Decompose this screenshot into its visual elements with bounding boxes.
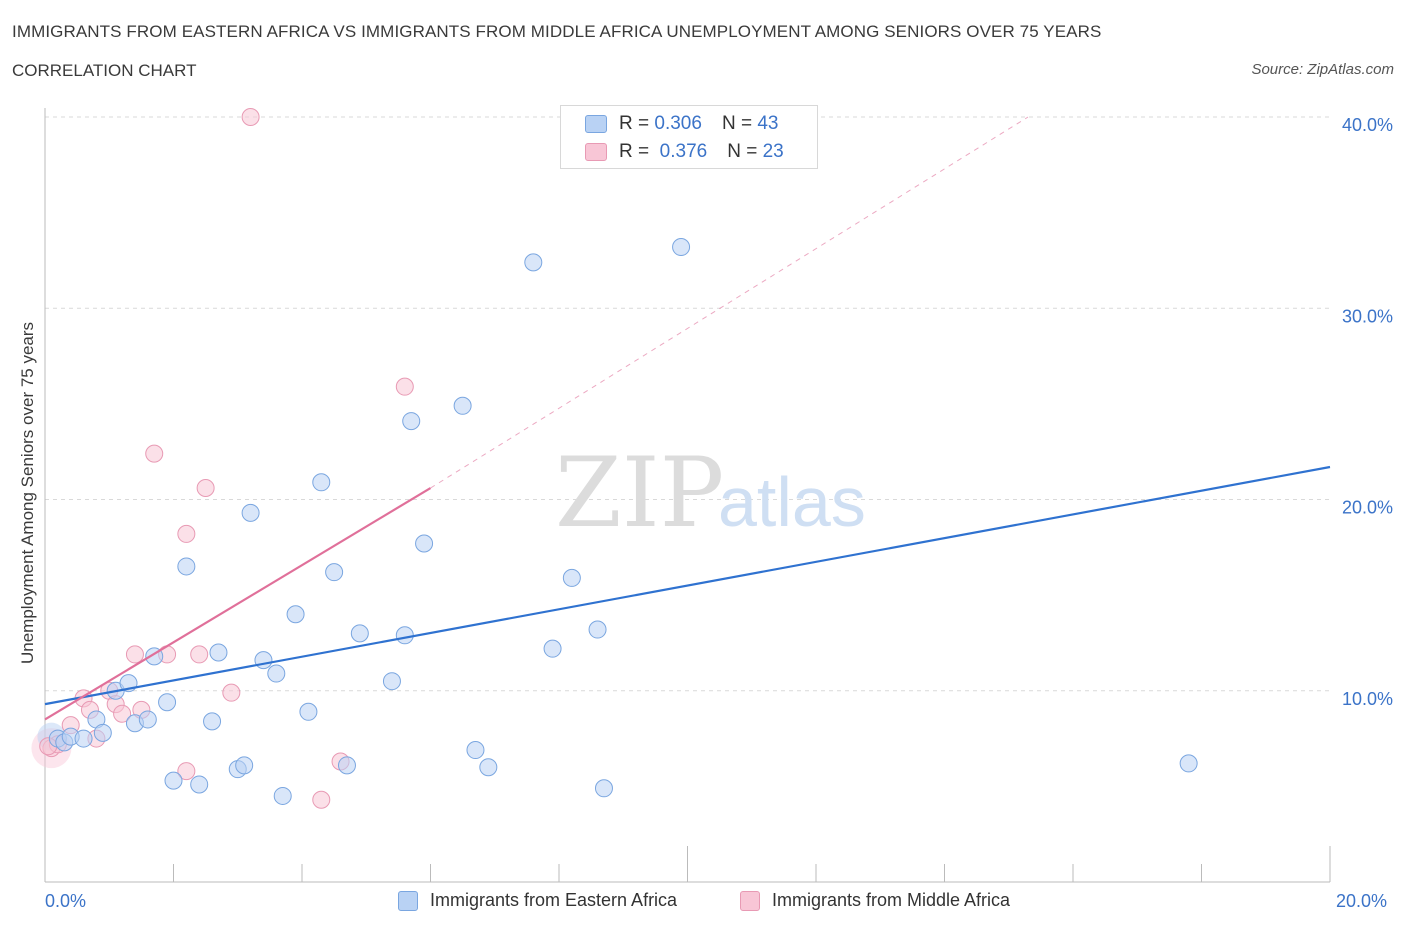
point-eastern-africa xyxy=(190,775,209,794)
point-eastern-africa xyxy=(562,568,581,587)
watermark-atlas: atlas xyxy=(718,463,866,541)
legend-r-value: 0.376 xyxy=(659,141,708,162)
point-eastern-africa xyxy=(415,534,434,553)
x-tick-label-min: 0.0% xyxy=(45,891,87,911)
point-middle-africa xyxy=(177,524,196,543)
point-eastern-africa xyxy=(479,758,498,777)
legend-n-value: 43 xyxy=(757,113,779,134)
bottom-legend-swatch-eastern-africa xyxy=(398,890,418,911)
y-tick-label: 30.0% xyxy=(1342,306,1393,326)
point-middle-africa xyxy=(312,790,331,809)
point-eastern-africa xyxy=(543,639,562,658)
trend-extension-middle-africa xyxy=(430,116,1029,489)
bottom-legend-label-eastern-africa: Immigrants from Eastern Africa xyxy=(430,890,678,910)
point-eastern-africa xyxy=(350,624,369,643)
point-eastern-africa xyxy=(158,693,177,712)
point-middle-africa xyxy=(196,479,215,498)
point-eastern-africa xyxy=(1179,754,1198,773)
trend-line-eastern-africa xyxy=(44,465,1331,706)
point-middle-africa xyxy=(177,762,196,781)
legend-row-eastern-africa: R = 0.306 N = 43 xyxy=(585,113,778,135)
point-eastern-africa xyxy=(138,710,157,729)
point-eastern-africa xyxy=(74,729,93,748)
point-eastern-africa xyxy=(273,786,292,805)
point-eastern-africa xyxy=(164,771,183,790)
point-eastern-africa xyxy=(453,396,472,415)
point-eastern-africa xyxy=(235,756,254,775)
chart-title: IMMIGRANTS FROM EASTERN AFRICA VS IMMIGR… xyxy=(12,22,1102,41)
point-eastern-africa xyxy=(588,620,607,639)
chart-subtitle: CORRELATION CHART xyxy=(12,61,197,80)
trend-line-middle-africa xyxy=(44,487,432,721)
point-middle-africa xyxy=(125,645,144,664)
legend-row-middle-africa: R = 0.376 N = 23 xyxy=(585,141,784,163)
point-eastern-africa xyxy=(203,712,222,731)
point-eastern-africa xyxy=(93,723,112,742)
point-eastern-africa xyxy=(337,756,356,775)
point-eastern-africa xyxy=(267,664,286,683)
point-middle-africa xyxy=(190,645,209,664)
watermark-zip: ZIP xyxy=(555,437,724,549)
point-eastern-africa xyxy=(209,643,228,662)
point-eastern-africa xyxy=(241,503,260,522)
point-eastern-africa xyxy=(177,557,196,576)
point-middle-africa xyxy=(241,108,260,126)
bottom-legend-eastern-africa: Immigrants from Eastern Africa xyxy=(398,890,677,911)
y-axis-label: Unemployment Among Seniors over 75 years xyxy=(18,321,37,665)
x-tick-label-max: 20.0% xyxy=(1336,891,1388,911)
point-eastern-africa xyxy=(672,238,691,257)
point-middle-africa xyxy=(395,377,414,396)
bottom-legend-label-middle-africa: Immigrants from Middle Africa xyxy=(772,890,1011,910)
point-eastern-africa xyxy=(395,626,414,645)
legend-r-label: R = xyxy=(619,141,650,162)
point-middle-africa xyxy=(222,683,241,702)
bottom-legend-swatch-middle-africa xyxy=(740,890,760,911)
point-eastern-africa xyxy=(402,412,421,431)
y-tick-label: 40.0% xyxy=(1342,115,1393,135)
point-eastern-africa xyxy=(325,563,344,582)
legend-r-value: 0.306 xyxy=(654,113,702,134)
point-eastern-africa xyxy=(382,672,401,691)
point-eastern-africa xyxy=(524,253,543,272)
legend-n-value: 23 xyxy=(762,141,784,162)
point-eastern-africa xyxy=(299,702,318,721)
source-label: Source: ZipAtlas.com xyxy=(1251,61,1394,78)
point-eastern-africa xyxy=(466,741,485,760)
point-eastern-africa xyxy=(254,651,273,670)
legend-r-label: R = xyxy=(619,113,650,134)
bottom-legend-middle-africa: Immigrants from Middle Africa xyxy=(740,890,1010,911)
point-middle-africa xyxy=(145,444,164,463)
y-tick-label: 10.0% xyxy=(1342,689,1393,709)
legend-n-label: N = xyxy=(721,113,753,134)
point-eastern-africa xyxy=(312,473,331,492)
legend-swatch-middle-africa xyxy=(585,143,607,161)
legend-swatch-eastern-africa xyxy=(585,115,607,133)
point-eastern-africa xyxy=(286,605,305,624)
stats-legend: R = 0.306 N = 43 R = 0.376 N = 23 xyxy=(560,105,818,169)
point-middle-africa xyxy=(113,704,132,723)
legend-n-label: N = xyxy=(727,141,758,162)
y-tick-label: 20.0% xyxy=(1342,498,1393,518)
point-eastern-africa xyxy=(594,779,613,798)
